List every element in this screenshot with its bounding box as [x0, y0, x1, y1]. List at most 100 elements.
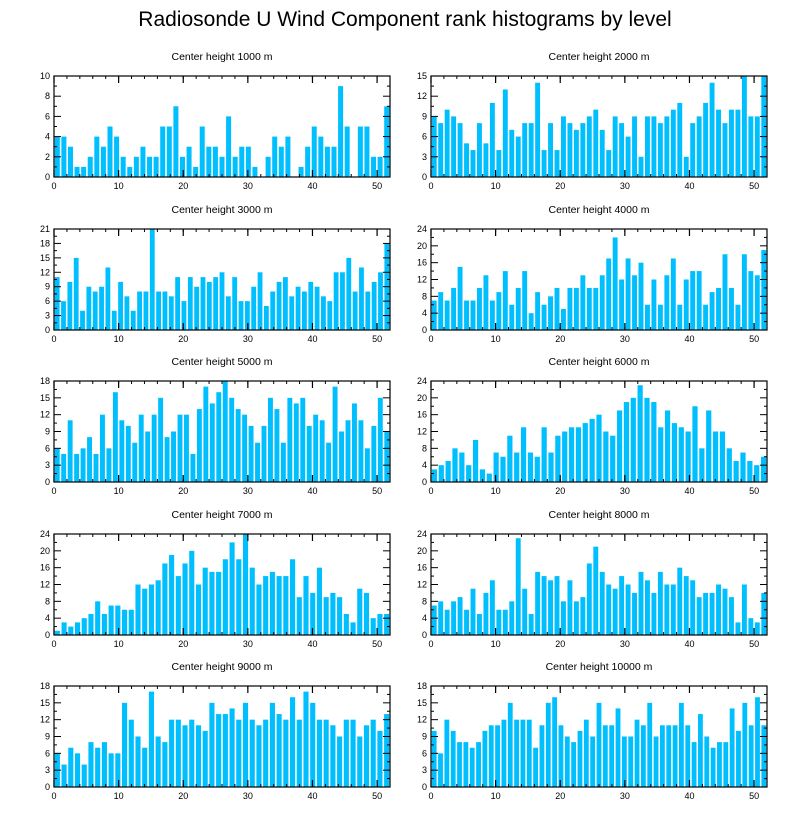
histogram-bar: [94, 136, 100, 177]
y-tick-label: 0: [45, 630, 50, 640]
histogram-bar: [575, 427, 582, 482]
histogram-bar: [670, 584, 676, 635]
histogram-bar: [318, 136, 324, 177]
histogram-bar: [290, 559, 296, 635]
histogram-bar: [140, 146, 146, 177]
histogram-bar: [761, 250, 767, 330]
histogram-bar: [81, 166, 87, 177]
histogram-bar: [323, 597, 329, 636]
histogram-bar: [124, 296, 130, 330]
histogram-bar: [293, 403, 299, 482]
histogram-bar: [586, 563, 592, 635]
histogram-bar: [552, 697, 558, 787]
histogram-bar: [145, 431, 151, 482]
histogram-bar: [526, 719, 532, 787]
histogram-bar: [596, 414, 602, 482]
histogram-bar: [659, 725, 665, 787]
histogram-bar: [308, 281, 314, 330]
histogram-bar: [229, 708, 235, 787]
histogram-bar: [245, 146, 251, 177]
histogram-bar: [370, 618, 376, 635]
histogram-bar: [323, 719, 329, 787]
histogram-bar: [464, 300, 469, 330]
histogram-bar: [115, 753, 121, 787]
y-tick-label: 12: [417, 580, 427, 590]
histogram-bar: [657, 304, 663, 330]
y-tick-label: 0: [422, 782, 427, 792]
histogram-bar: [444, 609, 450, 635]
histogram-bar: [92, 291, 98, 330]
x-tick-label: 40: [307, 639, 317, 649]
y-tick-label: 18: [417, 681, 427, 691]
histogram-bar: [222, 559, 228, 635]
x-tick-label: 30: [243, 791, 253, 801]
histogram-bar: [459, 452, 465, 482]
histogram-bar: [377, 397, 383, 482]
histogram-bar: [754, 116, 760, 177]
histogram-bar: [509, 304, 515, 330]
histogram-bar: [101, 613, 107, 635]
histogram-bar: [638, 262, 644, 330]
histogram-bar: [108, 753, 114, 787]
histogram-bar: [535, 571, 541, 636]
histogram-bar: [384, 431, 390, 482]
histogram-bar: [692, 406, 698, 482]
y-tick-label: 4: [45, 132, 50, 142]
histogram-bar: [748, 271, 754, 330]
histogram-bar: [457, 123, 463, 177]
histogram-bar: [339, 431, 344, 482]
histogram-bar: [67, 146, 73, 177]
y-tick-label: 20: [417, 393, 427, 403]
histogram-bar: [580, 123, 586, 177]
histogram-bar: [431, 730, 437, 787]
y-tick-label: 18: [40, 376, 50, 386]
histogram-bar: [283, 719, 289, 787]
histogram-bar: [169, 719, 175, 787]
histogram-bar: [61, 301, 66, 330]
histogram-bar: [509, 129, 515, 177]
y-tick-label: 0: [422, 630, 427, 640]
histogram-bar: [479, 469, 486, 483]
histogram-bar: [580, 597, 586, 636]
histogram-bar: [670, 258, 676, 330]
x-tick-label: 50: [749, 486, 759, 496]
histogram-bar: [213, 277, 219, 330]
histogram-bar: [133, 156, 139, 177]
y-tick-label: 15: [417, 71, 427, 81]
histogram-bar: [571, 742, 577, 787]
histogram-bar: [488, 725, 494, 787]
y-tick-label: 0: [45, 325, 50, 335]
histogram-bar: [298, 166, 304, 177]
histogram-bar: [657, 571, 663, 636]
panel-title: Center height 7000 m: [172, 509, 273, 521]
histogram-bar: [651, 279, 657, 330]
x-tick-label: 20: [555, 639, 565, 649]
histogram-bar: [248, 425, 254, 482]
histogram-bar: [610, 435, 616, 482]
histogram-bar: [326, 442, 332, 482]
panel-title: Center height 3000 m: [172, 204, 273, 216]
histogram-bar: [723, 742, 729, 787]
x-tick-label: 0: [428, 181, 433, 191]
histogram-bar: [276, 576, 282, 635]
y-tick-label: 4: [422, 308, 427, 318]
histogram-bar: [623, 402, 630, 482]
y-tick-label: 6: [422, 132, 427, 142]
histogram-panel: Center height 3000 m 0 10 20 30 40 50 0 3 6 9 12 15 1…: [40, 204, 391, 344]
histogram-bar: [747, 460, 753, 482]
x-tick-label: 0: [51, 334, 56, 344]
histogram-bar: [736, 730, 741, 787]
histogram-bar: [343, 719, 349, 787]
histogram-bar: [452, 448, 458, 482]
histogram-bar: [310, 592, 316, 635]
histogram-bar: [363, 725, 370, 787]
histogram-bar: [645, 304, 650, 330]
histogram-bar: [628, 736, 634, 787]
histogram-bar: [444, 109, 450, 177]
x-tick-label: 0: [51, 791, 56, 801]
histogram-bar: [716, 584, 721, 635]
histogram-bar: [202, 567, 208, 635]
histogram-bar: [567, 287, 573, 330]
histogram-bar: [541, 150, 547, 177]
histogram-bar: [74, 753, 81, 787]
